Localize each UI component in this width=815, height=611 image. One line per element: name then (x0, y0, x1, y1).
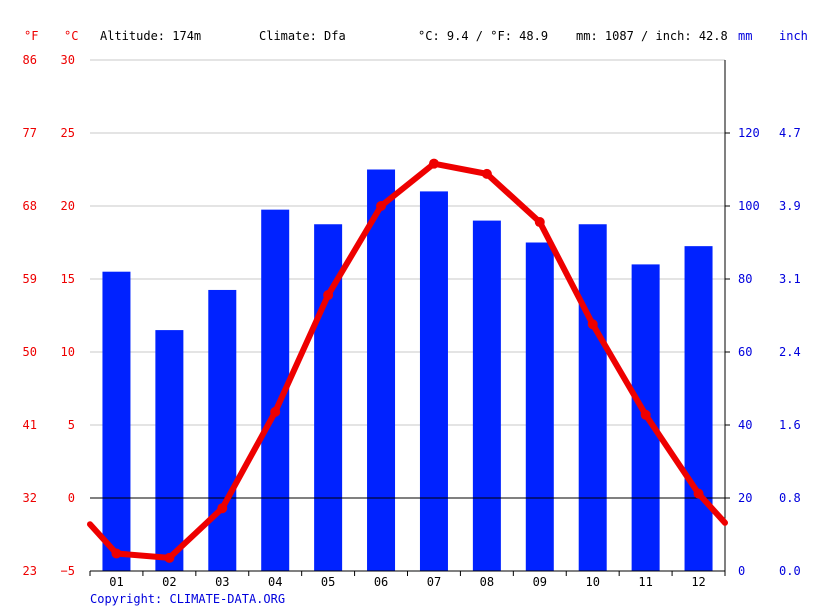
copyright-label: Copyright: CLIMATE-DATA.ORG (90, 592, 285, 606)
inch-tick-label: 3.9 (779, 199, 801, 213)
grid-lines (90, 59, 725, 426)
celsius-tick-label: 30 (61, 53, 75, 67)
month-tick-label: 12 (691, 575, 705, 589)
temperature-line-group (87, 158, 728, 563)
altitude-label: Altitude: 174m (100, 29, 201, 43)
month-tick-label: 02 (162, 575, 176, 589)
fahrenheit-unit-label: °F (24, 29, 38, 43)
celsius-tick-label: 20 (61, 199, 75, 213)
climate-label: Climate: Dfa (259, 29, 346, 43)
celsius-tick-labels: 30 25 20 15 10 5 0 −5 (61, 53, 75, 578)
precipitation-bar (155, 330, 184, 571)
fahrenheit-tick-label: 32 (23, 491, 37, 505)
celsius-tick-label: 15 (61, 272, 75, 286)
mm-tick-labels: 120 100 80 60 40 20 0 (738, 126, 760, 578)
month-tick-label: 08 (480, 575, 494, 589)
precipitation-bar (208, 289, 237, 571)
fahrenheit-tick-labels: 86 77 68 59 50 41 32 23 (23, 53, 37, 578)
mm-tick-label: 60 (738, 345, 752, 359)
inch-tick-label: 1.6 (779, 418, 801, 432)
fahrenheit-tick-label: 50 (23, 345, 37, 359)
temperature-point (376, 201, 387, 211)
celsius-tick-label: 25 (61, 126, 75, 140)
precipitation-summary: mm: 1087 / inch: 42.8 (576, 29, 728, 43)
mm-tick-label: 0 (738, 564, 745, 578)
fahrenheit-tick-label: 86 (23, 53, 37, 67)
fahrenheit-tick-label: 59 (23, 272, 37, 286)
month-tick-label: 11 (638, 575, 652, 589)
precipitation-bar (525, 242, 554, 571)
temperature-summary: °C: 9.4 / °F: 48.9 (418, 29, 548, 43)
fahrenheit-tick-label: 23 (23, 564, 37, 578)
precipitation-bar (102, 271, 131, 571)
precipitation-bar (419, 191, 448, 571)
mm-tick-label: 100 (738, 199, 760, 213)
inch-tick-label: 0.0 (779, 564, 801, 578)
mm-tick-label: 40 (738, 418, 752, 432)
precipitation-bar (472, 220, 501, 571)
fahrenheit-tick-label: 68 (23, 199, 37, 213)
temperature-point (111, 548, 122, 559)
fahrenheit-tick-label: 77 (23, 126, 37, 140)
temperature-point (270, 406, 281, 417)
celsius-tick-label: 5 (68, 418, 75, 432)
mm-tick-label: 80 (738, 272, 752, 286)
temperature-point (164, 552, 175, 563)
temperature-point (323, 290, 334, 301)
mm-tick-label: 20 (738, 491, 752, 505)
celsius-tick-label: 0 (68, 491, 75, 505)
precipitation-bar (684, 246, 713, 571)
month-tick-label: 07 (427, 575, 441, 589)
temperature-point (693, 488, 704, 499)
inch-tick-label: 2.4 (779, 345, 801, 359)
inch-tick-label: 3.1 (779, 272, 801, 286)
temperature-point (640, 409, 651, 420)
inch-tick-label: 4.7 (779, 126, 801, 140)
month-tick-label: 06 (374, 575, 388, 589)
month-tick-label: 03 (215, 575, 229, 589)
celsius-unit-label: °C (64, 29, 78, 43)
precipitation-bar (367, 169, 396, 571)
inch-tick-label: 0.8 (779, 491, 801, 505)
inch-tick-labels: 4.7 3.9 3.1 2.4 1.6 0.8 0.0 (779, 126, 801, 578)
inch-unit-label: inch (779, 29, 808, 43)
mm-tick-label: 120 (738, 126, 760, 140)
temperature-line (87, 160, 728, 561)
month-tick-label: 04 (268, 575, 282, 589)
month-tick-label: 09 (533, 575, 547, 589)
temperature-point (217, 503, 228, 514)
celsius-tick-label: −5 (61, 564, 75, 578)
mm-unit-label: mm (738, 29, 752, 43)
chart-axes (89, 60, 730, 576)
temperature-point (481, 168, 492, 179)
fahrenheit-tick-label: 41 (23, 418, 37, 432)
month-tick-label: 05 (321, 575, 335, 589)
temperature-point (534, 217, 545, 228)
temperature-point (428, 158, 439, 169)
precipitation-bar (578, 224, 607, 571)
month-tick-label: 01 (109, 575, 123, 589)
month-tick-label: 10 (585, 575, 599, 589)
temperature-point (587, 319, 598, 330)
month-tick-labels: 01 02 03 04 05 06 07 08 09 10 11 12 (109, 575, 706, 589)
celsius-tick-label: 10 (61, 345, 75, 359)
